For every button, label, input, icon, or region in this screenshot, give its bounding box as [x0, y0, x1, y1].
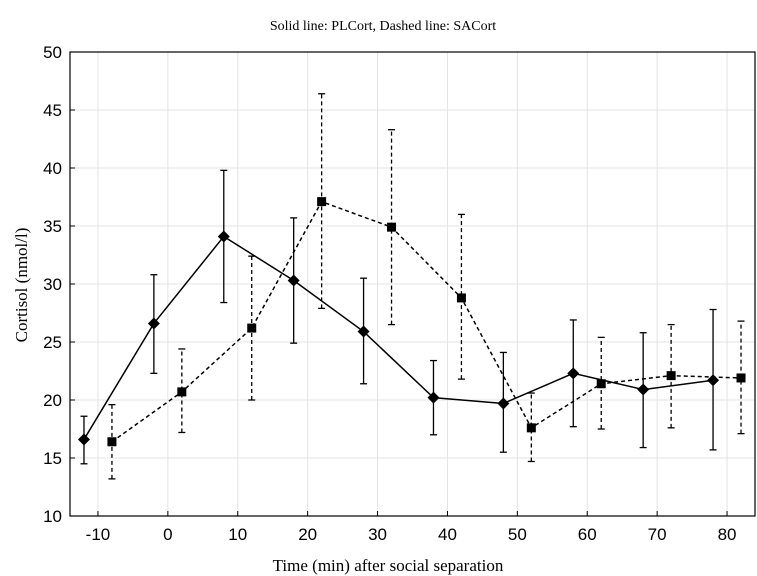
x-axis-ticks: -10 0 10 20 30 40 50 60 70 80 — [86, 511, 737, 544]
x-tick-label: 0 — [163, 525, 172, 544]
y-tick-label: 10 — [43, 507, 62, 526]
y-tick-label: 50 — [43, 43, 62, 62]
x-tick-label: -10 — [86, 525, 111, 544]
y-tick-label: 15 — [43, 449, 62, 468]
x-tick-label: 60 — [578, 525, 597, 544]
x-tick-label: 70 — [648, 525, 667, 544]
sacort-marker — [247, 323, 257, 333]
y-axis-label: Cortisol (nmol/l) — [12, 228, 31, 343]
sacort-line — [111, 200, 742, 443]
plcort-marker — [497, 397, 510, 410]
x-tick-label: 50 — [508, 525, 527, 544]
sacort-marker — [107, 437, 117, 447]
chart-title: Solid line: PLCort, Dashed line: SACort — [270, 19, 496, 34]
x-axis-label: Time (min) after social separation — [273, 556, 504, 575]
plcort-marker — [567, 367, 580, 380]
y-tick-label: 40 — [43, 159, 62, 178]
x-tick-label: 40 — [438, 525, 457, 544]
plcort-line — [83, 235, 714, 440]
plcort-marker — [427, 391, 440, 404]
y-axis-ticks: 10 15 20 25 30 35 40 45 50 — [43, 43, 75, 526]
plcort-marker — [217, 230, 230, 243]
plcort-marker — [707, 374, 720, 387]
sacort-marker — [177, 387, 187, 397]
y-tick-label: 35 — [43, 217, 62, 236]
sacort-marker — [387, 222, 397, 232]
sacort-marker — [456, 293, 466, 303]
y-tick-label: 30 — [43, 275, 62, 294]
x-tick-label: 20 — [298, 525, 317, 544]
sacort-series — [107, 93, 746, 480]
plcort-marker — [147, 317, 160, 330]
plcort-marker — [77, 433, 90, 446]
sacort-marker — [526, 423, 536, 433]
sacort-marker — [736, 373, 746, 383]
grid-lines — [70, 51, 755, 517]
sacort-marker — [596, 379, 606, 389]
sacort-marker — [666, 371, 676, 381]
plcort-marker — [357, 325, 370, 338]
y-tick-label: 20 — [43, 391, 62, 410]
sacort-marker — [317, 197, 327, 207]
x-tick-label: 80 — [718, 525, 737, 544]
plcort-series — [77, 169, 720, 465]
plcort-marker — [637, 383, 650, 396]
data-series — [77, 93, 746, 480]
y-tick-label: 25 — [43, 333, 62, 352]
y-tick-label: 45 — [43, 101, 62, 120]
x-tick-label: 30 — [368, 525, 387, 544]
plcort-marker — [287, 274, 300, 287]
x-tick-label: 10 — [228, 525, 247, 544]
